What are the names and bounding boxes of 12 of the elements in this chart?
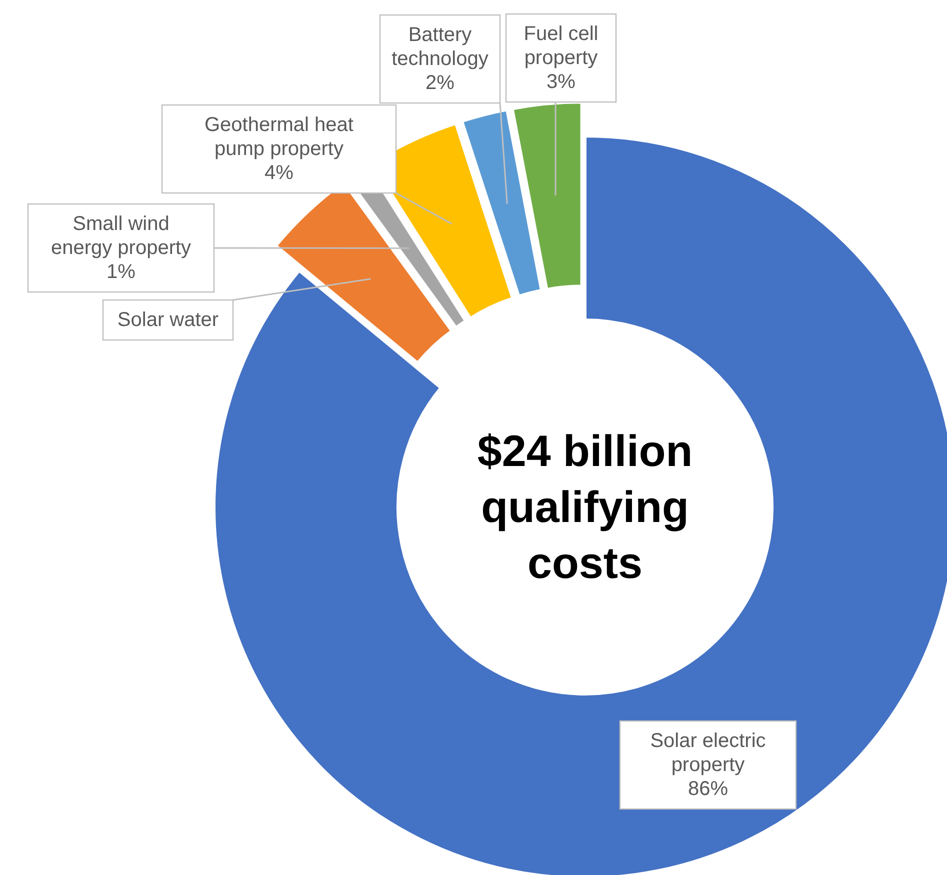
text: $24 billion qualifying costs: [477, 427, 693, 588]
slice-label: Geothermal heat pump property: [204, 114, 354, 160]
data-label: 1%: [106, 261, 136, 283]
data-label: 4%: [264, 162, 294, 184]
data-label: 2%: [426, 72, 455, 94]
data-label: 3%: [546, 71, 576, 93]
slice-label: Solar electric property: [650, 730, 766, 776]
slice-label: Small wind energy property: [50, 213, 192, 259]
slice-label: Battery technology: [392, 24, 488, 70]
slice-label: Solar water: [117, 309, 219, 331]
data-label: 86%: [688, 778, 728, 800]
slice-label: Fuel cell property: [524, 23, 598, 69]
